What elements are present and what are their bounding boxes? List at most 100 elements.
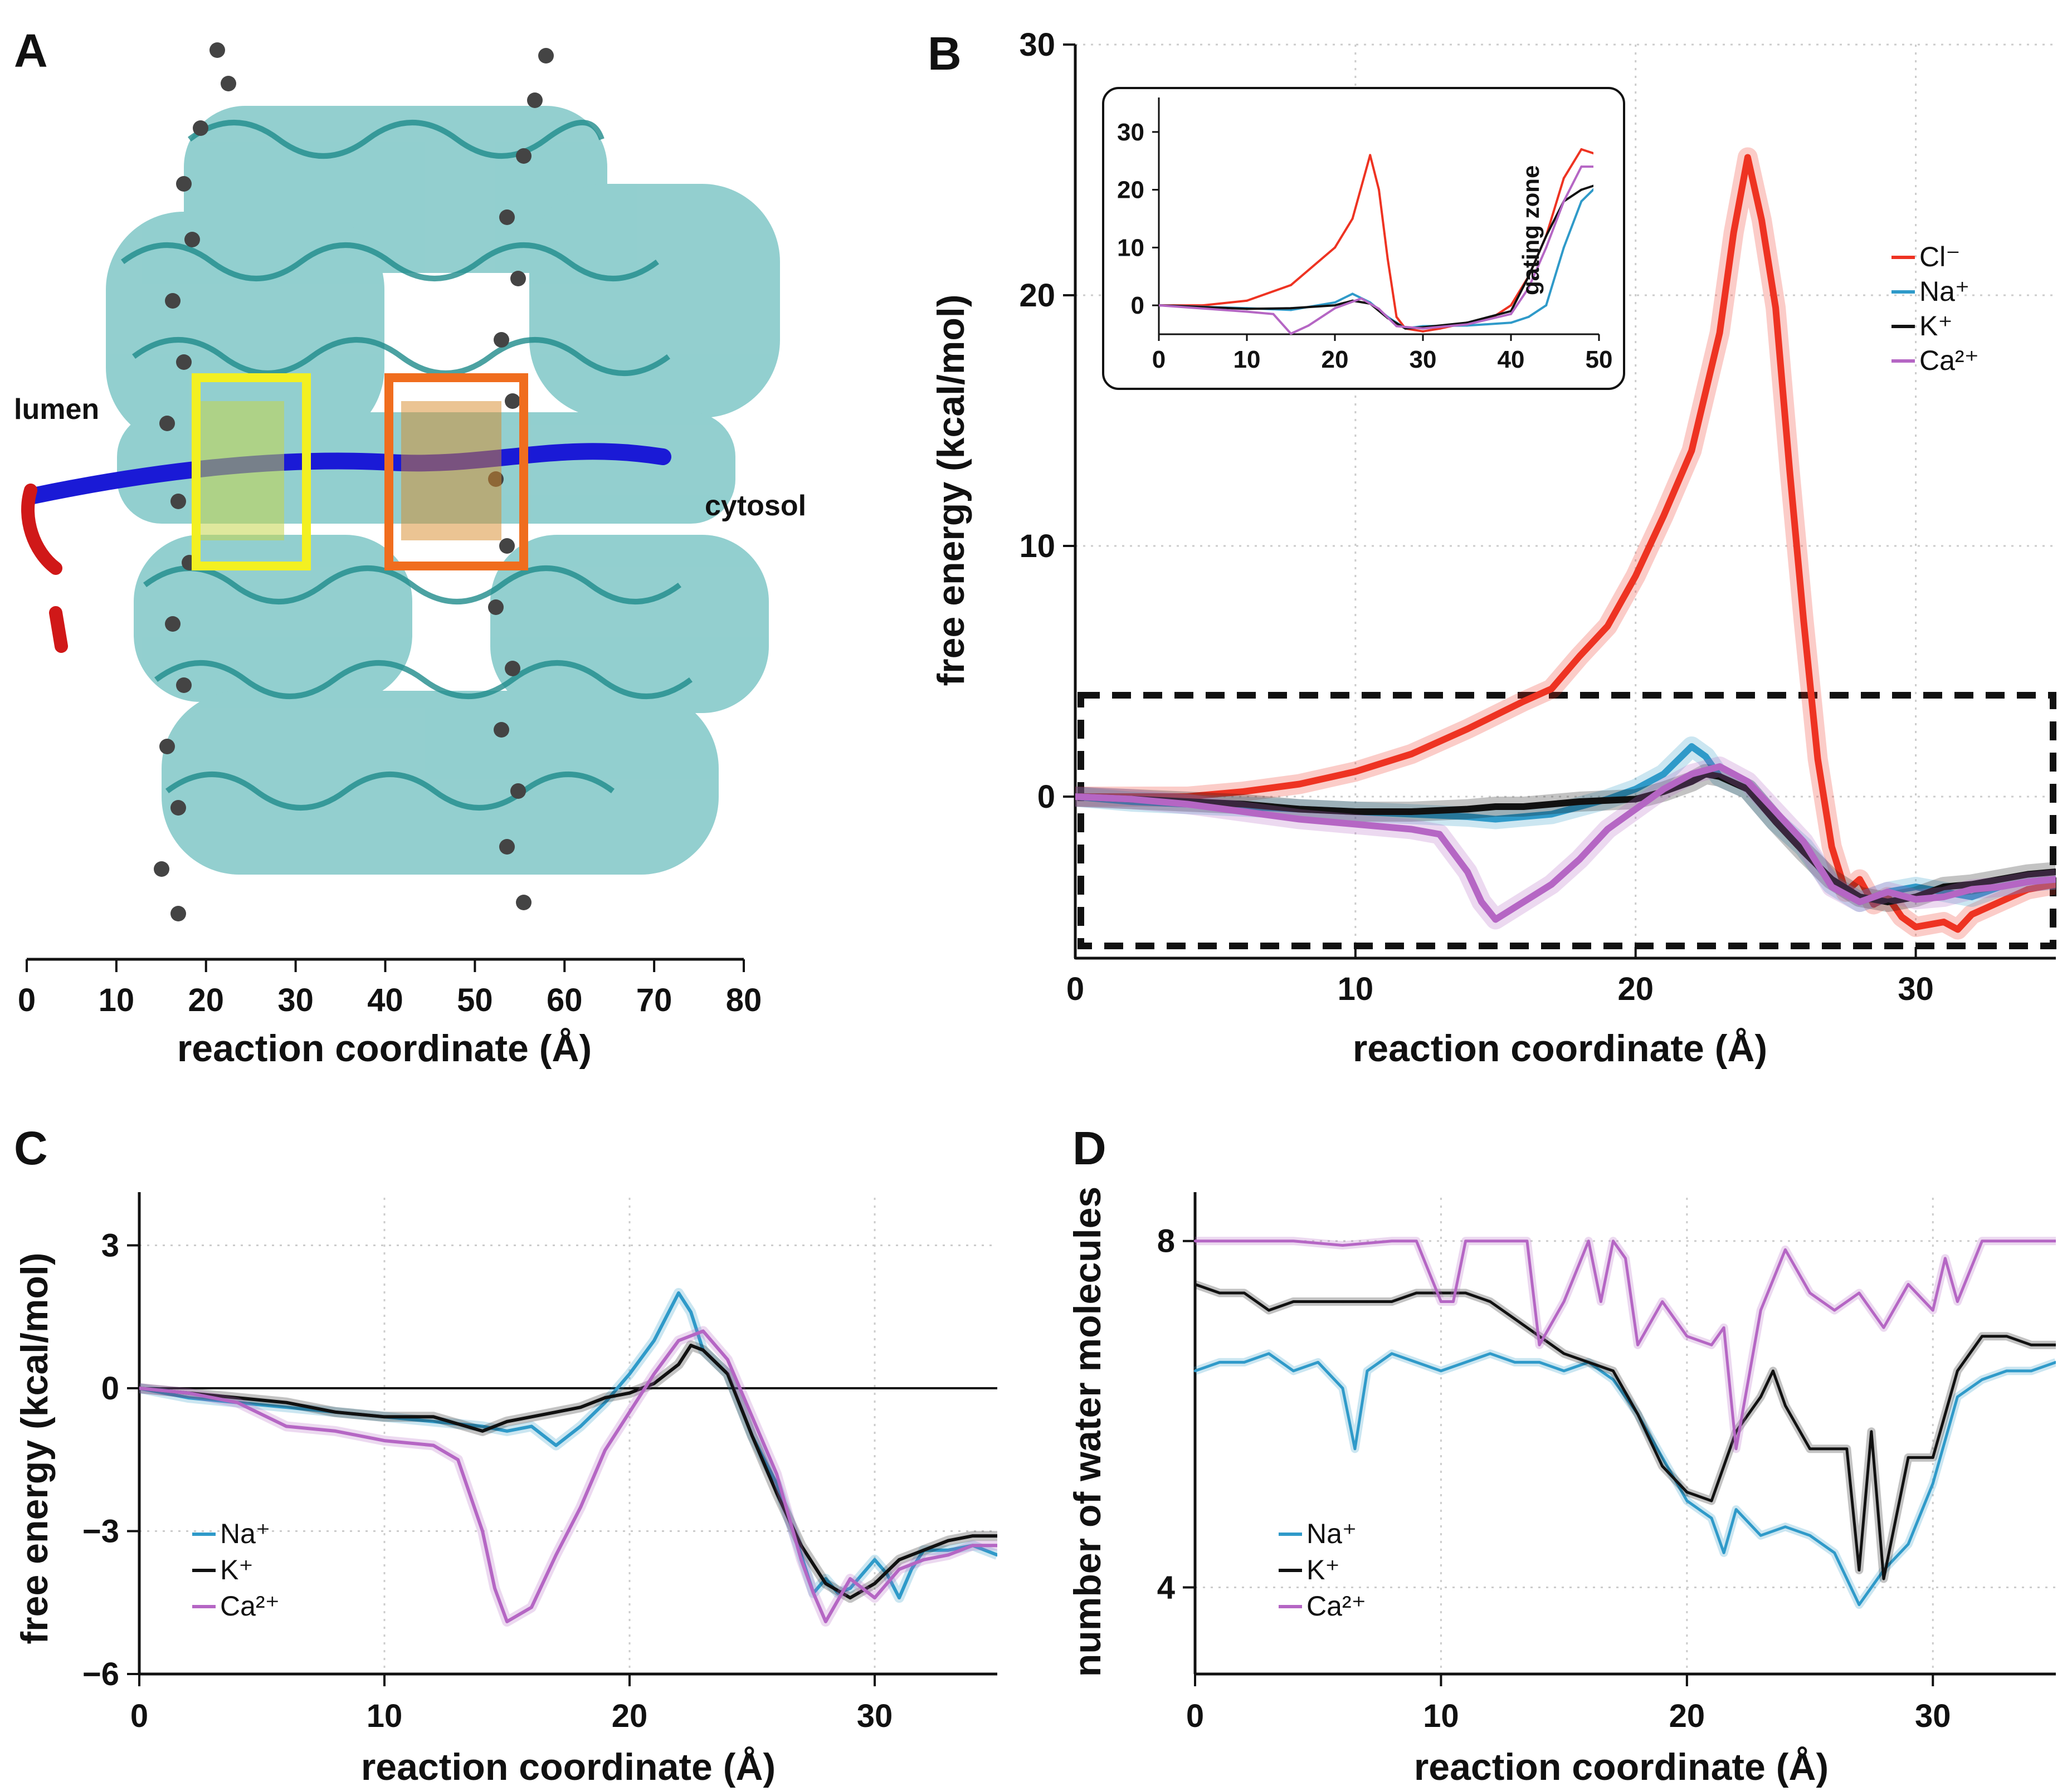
series-1-point-34 [1956,1369,1959,1373]
series-2-point-6 [1408,808,1415,815]
series-0-point-34 [2025,886,2031,892]
series-1-point-12 [1545,304,1548,307]
series-2-point-28 [1858,1291,1861,1295]
series-1-point-3 [285,1401,288,1404]
panel-c-letter: C [14,1122,48,1174]
series-1-point-24 [1913,884,1919,890]
series-2-point-21 [1710,1344,1713,1346]
series-3-point-13 [1545,246,1548,249]
y-tick-label-1: 4 [1157,1570,1175,1606]
series-0-point-24 [1734,1508,1738,1511]
series-3-point-6 [1360,297,1363,300]
series-0-point-7 [1378,188,1380,191]
x-tick-label-5: 50 [1586,346,1613,373]
series-2-point-10 [505,1620,509,1623]
series-0-point-11 [1605,623,1611,629]
series-3-point-27 [1968,886,1975,892]
gating-zone-label: gating zone [1518,165,1544,295]
series-0-point-10 [554,1443,558,1447]
series-0-point-25 [1856,876,1863,882]
series-1-point-25 [898,1558,901,1561]
panel-c-series [139,1288,997,1627]
series-0-point-10 [1576,653,1583,660]
y-tick-label-2: −3 [82,1514,119,1550]
series-1-point-24 [1772,1369,1774,1373]
series-1-point-23 [1759,1395,1762,1398]
series-3-point-26 [1941,894,1947,900]
series-2-point-7 [456,1458,460,1461]
series-2-point-19 [1661,1300,1664,1303]
series-1-point-28 [1845,1447,1849,1451]
series-2-point-26 [2025,871,2031,877]
series-0-point-0 [1193,1369,1197,1373]
series-0-point-37 [2054,1361,2056,1364]
series-0-point-16 [689,1310,693,1314]
series-2-point-6 [432,1443,435,1447]
series-3-point-10 [1492,916,1499,923]
series-2-point-13 [1688,778,1695,785]
a-x-tick-label-5: 50 [457,982,493,1018]
series-1-point-18 [1636,1413,1639,1416]
legend-label-1: Na⁺ [1919,276,1969,307]
series-1-point-7 [1366,1300,1369,1303]
series-0-point-8 [1520,698,1527,705]
series-2-point-15 [1717,773,1723,780]
series-0-point-6 [1341,1387,1344,1390]
series-1-point-27 [1833,1447,1836,1451]
series-2-point-17 [1772,818,1779,825]
series-1-point-11 [1527,315,1530,318]
series-0-point-36 [2030,1369,2033,1373]
series-1-point-14 [1580,200,1583,203]
series-2-point-18 [1636,1344,1639,1346]
series-1-point-29 [996,1534,997,1538]
series-2-point-26 [1808,1291,1811,1295]
series-3-point-9 [1478,899,1485,905]
panel-b-legend: Cl⁻ Na⁺K⁺ Ca²⁺ [1891,241,1979,376]
inset-ticks: 0 10 20 30 40 50 0 10 20 30 [1117,119,1612,373]
series-0-point-32 [1932,1482,1934,1485]
panel-b-letter: B [928,27,962,80]
series-3-point-4 [1307,324,1310,327]
series-1-point-11 [579,1406,582,1409]
series-0-point-23 [1829,843,1835,850]
series-2-point-7 [1464,806,1471,812]
series-1-point-15 [1562,1352,1566,1355]
series-1-point-14 [1660,771,1667,777]
series-1-point-27 [947,1539,950,1543]
y-tick-label-0: 3 [101,1228,119,1264]
series-1-point-29 [1858,1569,1861,1572]
legend-label-0: Na⁺ [220,1518,270,1549]
x-tick-label-1: 10 [1338,971,1374,1007]
series-2-point-9 [1489,1239,1491,1242]
series-error-band-2 [139,1326,997,1627]
series-2-point-0 [139,1387,141,1390]
series-1-point-3 [1334,301,1336,304]
x-tick-label-2: 20 [1322,346,1349,373]
series-error-band-2 [1195,1237,2056,1453]
x-tick-label-3: 30 [1410,346,1437,373]
panel-c-legend: Na⁺ K⁺ Ca²⁺ [192,1518,280,1622]
series-1-point-26 [1968,894,1975,900]
series-0-point-13 [628,1372,631,1375]
x-tick-label-0: 0 [1066,971,1084,1007]
series-0-point-28 [898,1596,901,1599]
x-tick-label-1: 10 [367,1698,403,1734]
series-0-point-25 [849,1587,852,1590]
legend-label-2: K⁺ [1919,310,1953,341]
series-2-point-7 [1452,1300,1455,1303]
series-1-point-17 [701,1348,705,1352]
series-1-point-10 [554,1411,558,1414]
a-x-tick-label-1: 10 [99,982,135,1018]
series-0-point-26 [873,1558,876,1561]
series-0-point-9 [530,1424,533,1428]
series-1-point-16 [1703,753,1709,760]
series-3-point-20 [1772,808,1779,815]
series-0-point-3 [1267,1352,1270,1355]
series-0-point-3 [1240,788,1247,795]
series-1-point-19 [750,1434,754,1438]
series-0-point-2 [1246,299,1248,302]
series-3-point-10 [1466,323,1468,326]
series-0-point-30 [1941,919,1947,925]
series-1-point-16 [689,1344,693,1347]
